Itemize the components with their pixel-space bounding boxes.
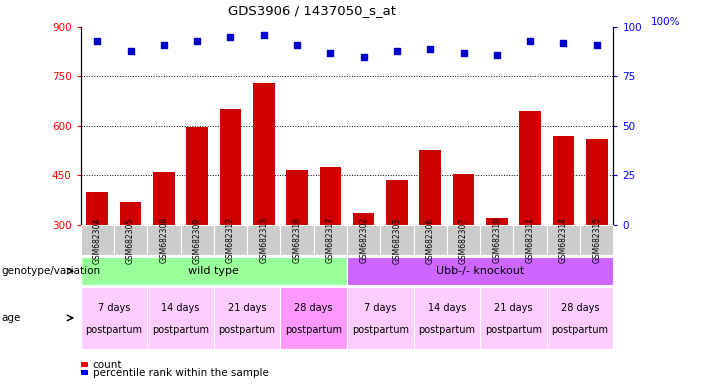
Text: postpartum: postpartum: [552, 325, 608, 335]
Text: GSM682312: GSM682312: [226, 217, 235, 263]
Text: 28 days: 28 days: [294, 303, 333, 313]
Text: 14 days: 14 days: [161, 303, 200, 313]
Bar: [519, 111, 541, 225]
Text: postpartum: postpartum: [285, 325, 342, 335]
Text: 21 days: 21 days: [494, 303, 533, 313]
Text: GSM682316: GSM682316: [292, 217, 301, 263]
Text: postpartum: postpartum: [352, 325, 409, 335]
Bar: [486, 218, 508, 225]
Text: 7 days: 7 days: [364, 303, 397, 313]
Text: 21 days: 21 days: [228, 303, 266, 313]
Point: [458, 50, 469, 56]
Point: [425, 46, 436, 52]
Text: 100%: 100%: [651, 17, 680, 27]
Point: [391, 48, 402, 54]
Text: postpartum: postpartum: [418, 325, 475, 335]
Text: GSM682310: GSM682310: [492, 217, 501, 263]
Bar: [419, 151, 441, 225]
Bar: [552, 136, 574, 225]
Text: genotype/variation: genotype/variation: [1, 266, 100, 276]
Text: GSM682309: GSM682309: [193, 217, 202, 263]
Text: percentile rank within the sample: percentile rank within the sample: [93, 368, 268, 378]
Bar: [386, 180, 408, 225]
Text: GSM682313: GSM682313: [259, 217, 268, 263]
Point: [358, 53, 369, 60]
Text: postpartum: postpartum: [219, 325, 275, 335]
Text: GSM682314: GSM682314: [559, 217, 568, 263]
Text: GDS3906 / 1437050_s_at: GDS3906 / 1437050_s_at: [228, 4, 396, 17]
Text: postpartum: postpartum: [485, 325, 542, 335]
Text: GSM682308: GSM682308: [159, 217, 168, 263]
Bar: [586, 139, 608, 225]
Text: GSM682303: GSM682303: [393, 217, 402, 263]
Bar: [253, 83, 275, 225]
Text: wild type: wild type: [189, 266, 239, 276]
Text: postpartum: postpartum: [86, 325, 142, 335]
Text: 28 days: 28 days: [561, 303, 599, 313]
Text: 14 days: 14 days: [428, 303, 466, 313]
Bar: [186, 127, 208, 225]
Bar: [353, 213, 374, 225]
Text: GSM682315: GSM682315: [592, 217, 601, 263]
Point: [325, 50, 336, 56]
Text: age: age: [1, 313, 21, 323]
Point: [225, 34, 236, 40]
Bar: [453, 174, 475, 225]
Point: [292, 41, 303, 48]
Point: [558, 40, 569, 46]
Bar: [320, 167, 341, 225]
Text: Ubb-/- knockout: Ubb-/- knockout: [436, 266, 524, 276]
Point: [491, 51, 503, 58]
Text: GSM682311: GSM682311: [526, 217, 535, 263]
Text: postpartum: postpartum: [152, 325, 209, 335]
Point: [125, 48, 136, 54]
Text: GSM682307: GSM682307: [459, 217, 468, 263]
Text: GSM682317: GSM682317: [326, 217, 335, 263]
Bar: [86, 192, 108, 225]
Text: count: count: [93, 360, 122, 370]
Point: [524, 38, 536, 44]
Bar: [153, 172, 175, 225]
Text: GSM682305: GSM682305: [126, 217, 135, 263]
Point: [158, 41, 170, 48]
Point: [92, 38, 103, 44]
Text: GSM682304: GSM682304: [93, 217, 102, 263]
Text: GSM682306: GSM682306: [426, 217, 435, 263]
Point: [191, 38, 203, 44]
Point: [591, 41, 602, 48]
Bar: [120, 202, 142, 225]
Text: 7 days: 7 days: [97, 303, 130, 313]
Bar: [219, 109, 241, 225]
Bar: [286, 170, 308, 225]
Text: GSM682302: GSM682302: [359, 217, 368, 263]
Point: [258, 32, 269, 38]
